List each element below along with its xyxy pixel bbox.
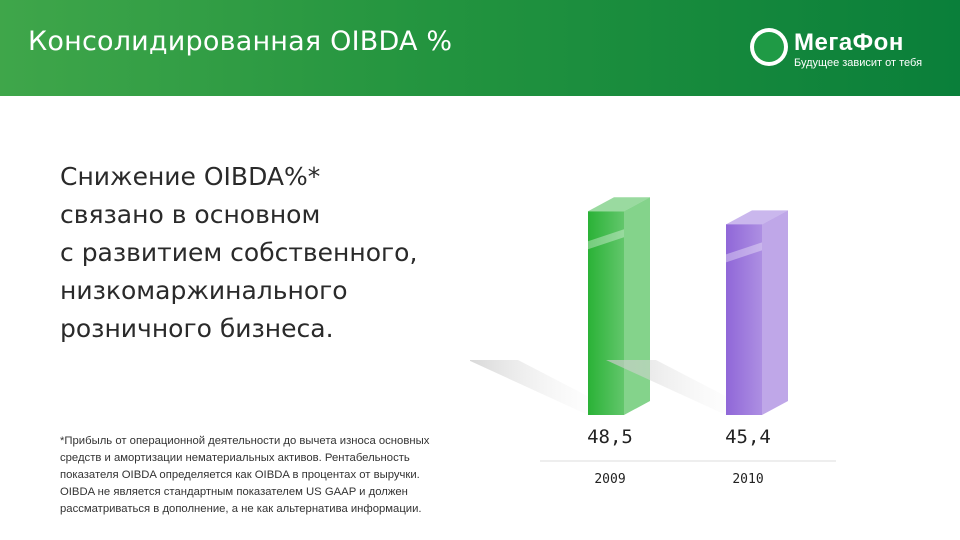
bar-2010 bbox=[726, 224, 762, 415]
logo-tagline: Будущее зависит от тебя bbox=[794, 57, 923, 69]
bar-highlight bbox=[588, 229, 624, 250]
logo-name: МегаФон bbox=[794, 29, 904, 56]
footnote-line: рассматриваться в дополнение, а не как а… bbox=[60, 503, 422, 515]
value-label-2009: 48,5 bbox=[587, 426, 633, 448]
main-text-line: низкомаржинального bbox=[60, 276, 348, 305]
chart-svg bbox=[470, 197, 836, 462]
main-text-line: Снижение OIBDA%* bbox=[60, 162, 321, 191]
bar-side-2010 bbox=[762, 210, 788, 415]
bar-shadow bbox=[470, 360, 624, 415]
bar-shadow bbox=[606, 360, 762, 415]
bar-top-2009 bbox=[588, 197, 650, 212]
bar-top-2010 bbox=[726, 210, 788, 225]
x-tick-label-2010: 2010 bbox=[732, 472, 764, 487]
bar-highlight bbox=[726, 242, 762, 263]
value-label-2010: 45,4 bbox=[725, 426, 771, 448]
header-bar: Консолидированная OIBDA % МегаФон Будуще… bbox=[0, 0, 960, 96]
main-text-line: связано в основном bbox=[60, 200, 321, 229]
footnote: *Прибыль от операционной деятельности до… bbox=[60, 433, 520, 518]
footnote-line: показателя OIBDA определяется как OIBDA … bbox=[60, 469, 420, 481]
main-text-line: розничного бизнеса. bbox=[60, 314, 334, 343]
bar-side-2009 bbox=[624, 197, 650, 415]
oibda-bar-chart: 48,5 2009 45,4 2010 bbox=[470, 180, 870, 510]
bar-2009 bbox=[588, 211, 624, 415]
main-statement: Снижение OIBDA%* связано в основном с ра… bbox=[60, 158, 480, 348]
megafon-logo-icon bbox=[750, 28, 788, 66]
footnote-line: средств и амортизации нематериальных акт… bbox=[60, 452, 410, 464]
main-text-line: с развитием собственного, bbox=[60, 238, 418, 267]
megafon-logo: МегаФон Будущее зависит от тебя bbox=[750, 26, 950, 76]
footnote-line: *Прибыль от операционной деятельности до… bbox=[60, 435, 430, 447]
page-title: Консолидированная OIBDA % bbox=[28, 26, 453, 57]
footnote-line: OIBDA не является стандартным показателе… bbox=[60, 486, 408, 498]
x-tick-label-2009: 2009 bbox=[594, 472, 626, 487]
